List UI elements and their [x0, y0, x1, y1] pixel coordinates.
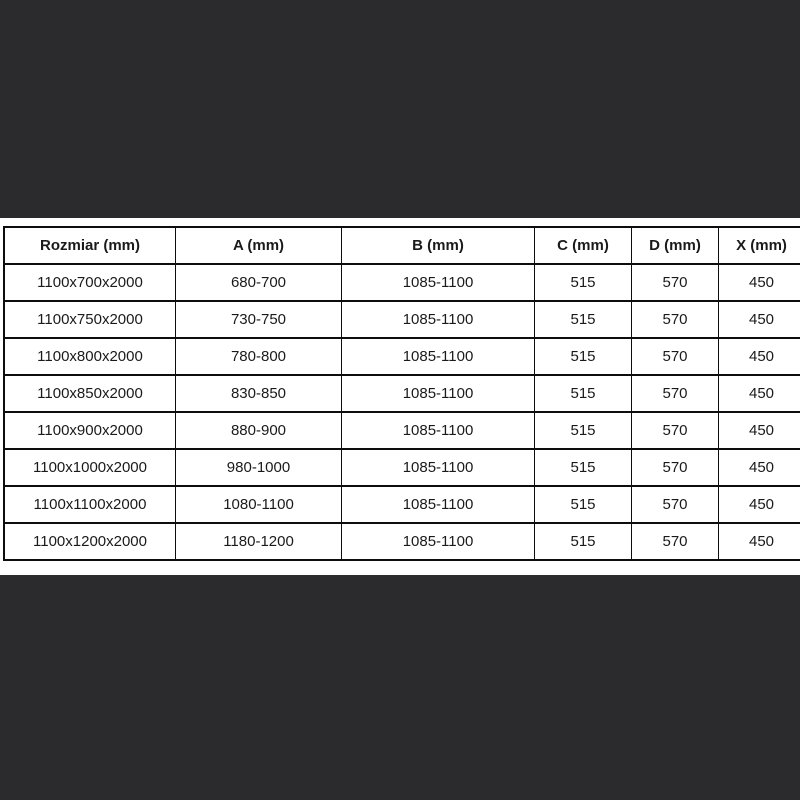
table-cell: 1100x1100x2000 [3, 485, 176, 524]
table-cell: 880-900 [175, 411, 342, 450]
table-cell: 450 [718, 374, 800, 413]
column-header: A (mm) [175, 226, 342, 265]
table-cell: 570 [631, 522, 719, 561]
table-cell: 570 [631, 485, 719, 524]
table-cell: 1100x850x2000 [3, 374, 176, 413]
table-cell: 1085-1100 [341, 263, 535, 302]
table-row: 1100x1200x2000 1180-1200 1085-1100 515 570 45… [3, 522, 800, 561]
table-cell: 830-850 [175, 374, 342, 413]
table-cell: 1085-1100 [341, 300, 535, 339]
table-cell: 780-800 [175, 337, 342, 376]
table-cell: 570 [631, 411, 719, 450]
table-cell: 450 [718, 263, 800, 302]
table-cell: 730-750 [175, 300, 342, 339]
table-cell: 1100x1200x2000 [3, 522, 176, 561]
table-cell: 1085-1100 [341, 448, 535, 487]
table-cell: 515 [534, 411, 632, 450]
table-cell: 450 [718, 411, 800, 450]
table-cell: 515 [534, 522, 632, 561]
table-cell: 515 [534, 300, 632, 339]
table-cell: 680-700 [175, 263, 342, 302]
table-cell: 570 [631, 337, 719, 376]
table-cell: 1100x900x2000 [3, 411, 176, 450]
table-header: Rozmiar (mm) A (mm) B (mm) C (mm) D (mm) X (m… [3, 226, 800, 265]
table-cell: 1080-1100 [175, 485, 342, 524]
table-row: 1100x900x2000 880-900 1085-1100 515 570 450 [3, 411, 800, 450]
column-header: D (mm) [631, 226, 719, 265]
column-header: X (mm) [718, 226, 800, 265]
column-header: Rozmiar (mm) [3, 226, 176, 265]
column-header: B (mm) [341, 226, 535, 265]
table-row: 1100x750x2000 730-750 1085-1100 515 570 450 [3, 300, 800, 339]
table-cell: 450 [718, 485, 800, 524]
table-cell: 1085-1100 [341, 374, 535, 413]
table-cell: 515 [534, 448, 632, 487]
table-cell: 1085-1100 [341, 522, 535, 561]
table-cell: 515 [534, 485, 632, 524]
table-cell: 570 [631, 263, 719, 302]
table-cell: 515 [534, 374, 632, 413]
table-cell: 515 [534, 263, 632, 302]
table-cell: 980-1000 [175, 448, 342, 487]
table-cell: 1180-1200 [175, 522, 342, 561]
table-row: 1100x800x2000 780-800 1085-1100 515 570 450 [3, 337, 800, 376]
table-cell: 1100x750x2000 [3, 300, 176, 339]
table-cell: 515 [534, 337, 632, 376]
table-cell: 1085-1100 [341, 485, 535, 524]
table-cell: 570 [631, 374, 719, 413]
table-cell: 1085-1100 [341, 411, 535, 450]
table-cell: 570 [631, 300, 719, 339]
table-row: 1100x700x2000 680-700 1085-1100 515 570 450 [3, 263, 800, 302]
table-cell: 450 [718, 448, 800, 487]
table-row: 1100x850x2000 830-850 1085-1100 515 570 450 [3, 374, 800, 413]
column-header: C (mm) [534, 226, 632, 265]
size-dimensions-table: Rozmiar (mm) A (mm) B (mm) C (mm) D (mm) X (m… [3, 226, 800, 561]
table-cell: 570 [631, 448, 719, 487]
table-cell: 1085-1100 [341, 337, 535, 376]
table-cell: 450 [718, 522, 800, 561]
table-cell: 450 [718, 300, 800, 339]
table-body: 1100x700x2000 680-700 1085-1100 515 570 450 11… [3, 263, 800, 561]
table-cell: 1100x1000x2000 [3, 448, 176, 487]
table-row: 1100x1100x2000 1080-1100 1085-1100 515 570 45… [3, 485, 800, 524]
table-cell: 1100x700x2000 [3, 263, 176, 302]
table-panel: Rozmiar (mm) A (mm) B (mm) C (mm) D (mm) X (m… [0, 218, 800, 575]
table-cell: 450 [718, 337, 800, 376]
table-cell: 1100x800x2000 [3, 337, 176, 376]
table-header-row: Rozmiar (mm) A (mm) B (mm) C (mm) D (mm) X (m… [3, 226, 800, 265]
table-row: 1100x1000x2000 980-1000 1085-1100 515 570 450 [3, 448, 800, 487]
